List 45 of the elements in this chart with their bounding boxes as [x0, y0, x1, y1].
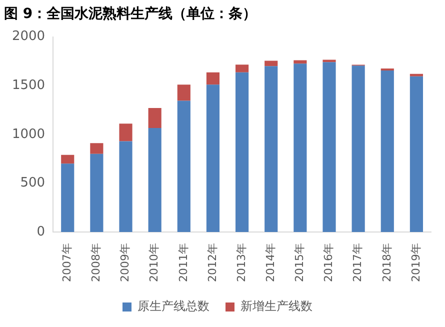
bar: [61, 164, 74, 232]
x-tick-label: 2016年: [322, 243, 336, 282]
y-tick-label: 1000: [12, 126, 46, 142]
bar: [148, 128, 162, 232]
x-tick-label: 2013年: [234, 243, 248, 282]
x-tick-label: 2008年: [90, 243, 103, 282]
y-tick-label: 0: [36, 224, 46, 240]
bar: [206, 84, 220, 232]
bar: [294, 64, 307, 232]
bar: [264, 66, 278, 232]
bar: [410, 74, 424, 76]
bar: [90, 143, 104, 154]
x-tick-label: 2009年: [118, 243, 132, 282]
bar: [322, 62, 336, 232]
bar: [119, 141, 132, 232]
y-tick-label: 1500: [12, 78, 46, 93]
x-tick-label: 2010年: [148, 243, 161, 282]
chart-title: 图 9：全国水泥熟料生产线（单位：条）: [4, 5, 257, 22]
x-tick-label: 2019年: [409, 243, 422, 282]
bar: [148, 108, 162, 128]
x-tick-label: 2012年: [206, 243, 219, 282]
bar: [294, 60, 307, 64]
x-tick-label: 2014年: [264, 243, 277, 282]
bar: [352, 66, 365, 232]
x-tick-label: 2011年: [176, 243, 190, 282]
bar: [61, 154, 74, 164]
bar: [322, 60, 336, 62]
legend-label: 新增生产线数: [240, 299, 312, 314]
legend-label: 原生产线总数: [138, 299, 210, 314]
bar: [119, 124, 132, 142]
x-tick-label: 2015年: [293, 243, 306, 282]
x-tick-label: 2017年: [351, 243, 364, 282]
bar: [206, 72, 220, 85]
bar: [236, 72, 249, 232]
y-tick-label: 500: [20, 176, 46, 191]
bar: [410, 76, 424, 232]
bar: [264, 60, 278, 66]
bar: [177, 84, 190, 101]
bar: [177, 100, 190, 232]
x-tick-label: 2007年: [60, 243, 74, 282]
x-tick-label: 2018年: [380, 243, 394, 282]
bar: [90, 154, 104, 232]
y-tick-label: 2000: [12, 29, 46, 44]
bar: [380, 70, 394, 232]
bar: [236, 64, 249, 72]
